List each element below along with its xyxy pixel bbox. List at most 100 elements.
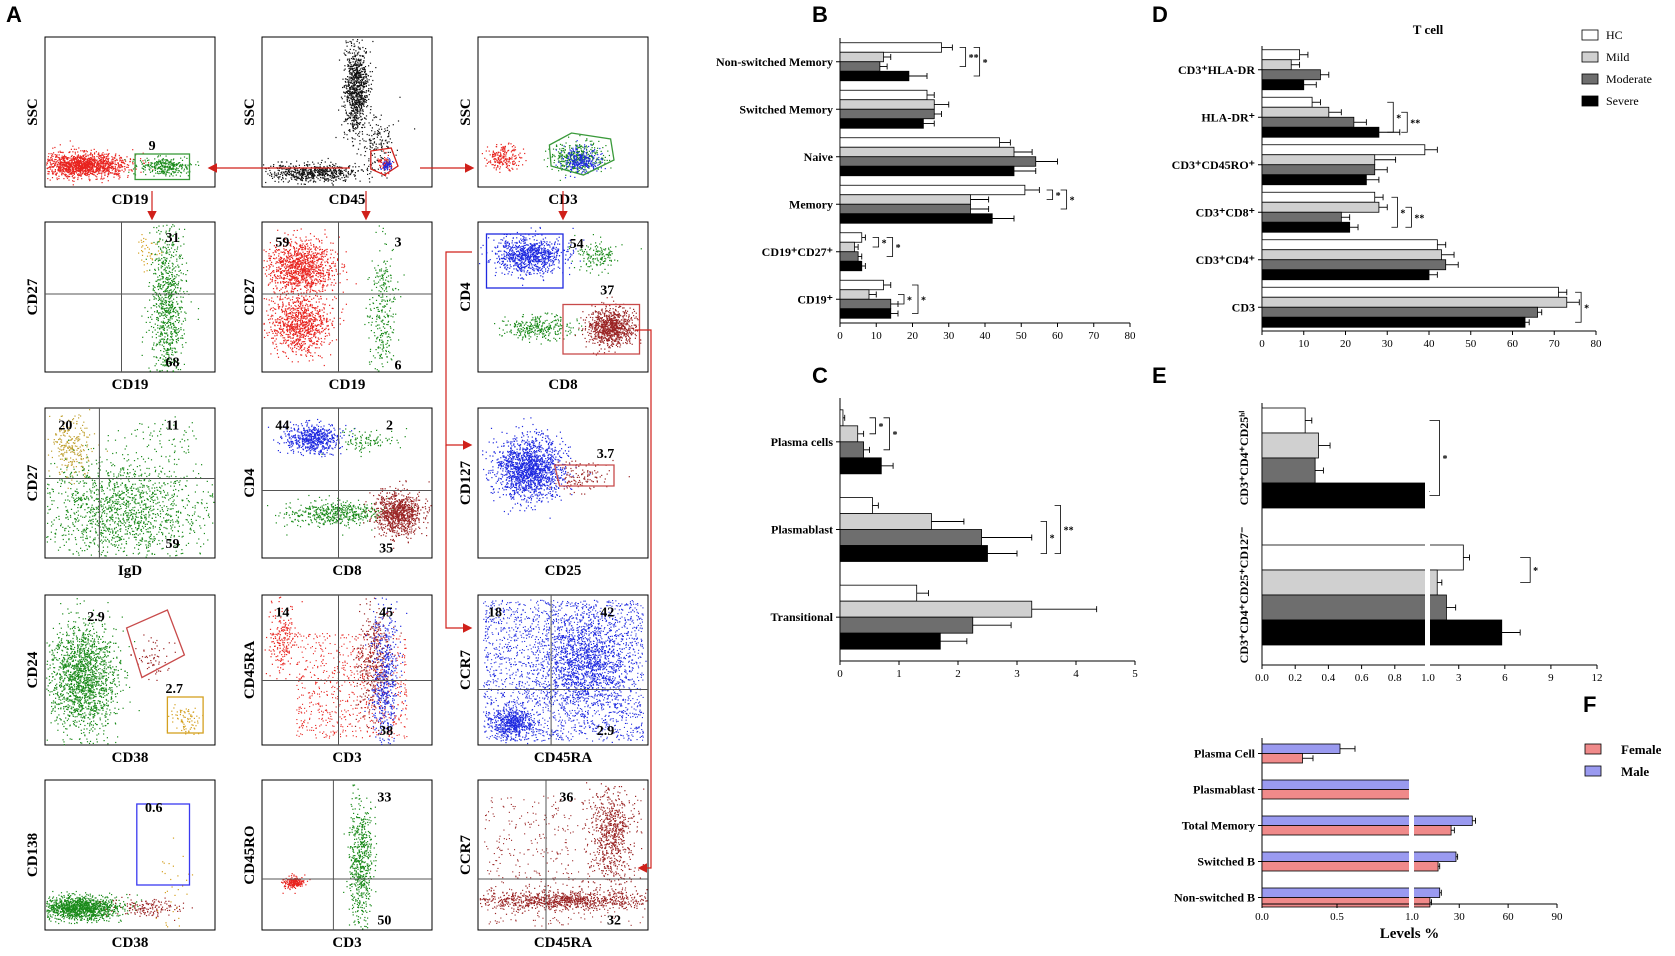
flow-plot-10: 2.9 2.7 CD38 CD24 xyxy=(25,594,216,766)
category-label: Plasmablast xyxy=(771,523,833,537)
y-axis-title: CD4 xyxy=(242,468,258,498)
x-tick-label: 1 xyxy=(896,668,902,680)
panel-label-f: F xyxy=(1583,692,1596,717)
chart-b: Non-switched Memory ** *Switched MemoryNai… xyxy=(716,38,1136,342)
x-tick-label: 10 xyxy=(871,330,883,342)
y-axis-title: CD24 xyxy=(25,651,41,688)
chart-e: CD3⁺CD4⁺CD25ʰⁱ CD3⁺CD4⁺CD25⁺CD127⁻ 0.0 0.2 0… xyxy=(1237,403,1603,684)
significance-mark: * xyxy=(1396,113,1401,124)
gate-value: 59 xyxy=(166,537,180,552)
x-tick-label: 80 xyxy=(1591,338,1603,350)
category-label: CD19⁺ xyxy=(797,292,833,306)
significance-mark: * xyxy=(1443,454,1448,465)
category-label: Plasma cells xyxy=(771,435,834,449)
x-tick-label: 90 xyxy=(1552,911,1564,923)
category-label: Total Memory xyxy=(1182,819,1255,833)
category-label: HLA-DR⁺ xyxy=(1201,110,1255,124)
category-label: Switched B xyxy=(1197,855,1255,869)
x-tick-label: 70 xyxy=(1549,338,1561,350)
gate-value: 31 xyxy=(166,231,180,246)
y-axis-title: SSC xyxy=(25,98,41,126)
x-tick-label: 40 xyxy=(1424,338,1436,350)
gate-value: 36 xyxy=(559,791,573,806)
x-axis-title: CD45RA xyxy=(534,935,592,951)
gate-value: 14 xyxy=(275,606,289,621)
flow-plot-5: 59 3 6 CD19 CD27 xyxy=(242,221,433,393)
category-label: Non-switched B xyxy=(1174,891,1255,905)
category-label: CD3⁺CD4⁺CD25ʰⁱ xyxy=(1237,411,1251,506)
significance-mark: ** xyxy=(1064,526,1074,537)
gate-value: 6 xyxy=(395,359,402,374)
y-axis-title: CD27 xyxy=(25,464,41,501)
x-tick-label: 2 xyxy=(955,668,961,680)
category-label: CD3 xyxy=(1232,300,1255,314)
category-label: Plasmablast xyxy=(1193,783,1255,797)
x-tick-label: 80 xyxy=(1125,330,1137,342)
flow-plot-7: 20 11 59 IgD CD27 xyxy=(25,407,216,579)
gate-value: 68 xyxy=(166,356,180,371)
significance-mark: * xyxy=(893,430,898,441)
category-label: CD3⁺CD8⁺ xyxy=(1196,205,1255,219)
gate-value: 0.6 xyxy=(145,801,163,816)
gate-value: 38 xyxy=(379,724,393,739)
bar-charts: Non-switched Memory ** *Switched MemoryNai… xyxy=(716,22,1662,942)
x-tick-label: 60 xyxy=(1052,330,1064,342)
x-axis-title: Levels % xyxy=(1380,926,1440,942)
x-axis-title: CD8 xyxy=(332,563,361,579)
gate-value: 37 xyxy=(600,284,614,299)
chart-f: Plasma Cell Plasmablast Total Memory Switch… xyxy=(1174,738,1662,942)
flow-plot-1: 9 CD19 SSC xyxy=(25,36,216,208)
legend-item: Moderate xyxy=(1606,72,1652,86)
x-tick-label: 0.0 xyxy=(1255,672,1269,684)
x-tick-label: 6 xyxy=(1502,672,1508,684)
y-axis-title: CCR7 xyxy=(458,835,474,875)
significance-mark: * xyxy=(1050,534,1055,545)
flow-plot-11: 14 45 38 CD3 CD45RA xyxy=(242,594,433,766)
panel-label-a: A xyxy=(6,2,22,27)
y-axis-title: CD4 xyxy=(458,282,474,312)
x-tick-label: 30 xyxy=(943,330,955,342)
category-label: Transitional xyxy=(771,610,834,624)
x-axis-title: CD3 xyxy=(332,935,361,951)
x-axis-title: CD19 xyxy=(112,377,149,393)
category-label: CD19⁺CD27⁺ xyxy=(762,245,833,259)
flow-plot-8: 44 2 35 CD8 CD4 xyxy=(242,407,433,579)
x-tick-label: 0.5 xyxy=(1330,911,1344,923)
significance-mark: ** xyxy=(1410,118,1420,129)
x-axis-title: CD38 xyxy=(112,750,149,766)
flow-plot-14: 33 50 CD3 CD45RO xyxy=(242,779,433,951)
significance-mark: * xyxy=(1070,196,1075,207)
x-tick-label: 50 xyxy=(1465,338,1477,350)
x-tick-label: 12 xyxy=(1592,672,1603,684)
flow-plot-13: 0.6 CD38 CD138 xyxy=(25,779,216,951)
x-axis-title: CD19 xyxy=(112,192,149,208)
category-label: CD3⁺CD4⁺CD25⁺CD127⁻ xyxy=(1237,527,1251,664)
category-label: Switched Memory xyxy=(739,102,833,116)
significance-mark: * xyxy=(896,243,901,254)
y-axis-title: CD45RA xyxy=(242,641,258,699)
gate-value: 33 xyxy=(377,791,391,806)
x-tick-label: 3 xyxy=(1456,672,1462,684)
panel-label-c: C xyxy=(812,363,828,388)
x-tick-label: 60 xyxy=(1503,911,1515,923)
gate-value: 59 xyxy=(275,236,289,251)
gate-value: 20 xyxy=(58,419,72,434)
x-axis-title: CD45 xyxy=(329,192,366,208)
x-axis-title: IgD xyxy=(118,563,142,579)
significance-mark: * xyxy=(1584,303,1589,314)
gate-value: 2.9 xyxy=(87,610,105,625)
x-tick-label: 1.0 xyxy=(1421,672,1435,684)
gate-value: 45 xyxy=(379,606,393,621)
significance-mark: * xyxy=(1400,208,1405,219)
y-axis-title: SSC xyxy=(458,98,474,126)
gate-value: 3.7 xyxy=(597,447,615,462)
legend-item: Male xyxy=(1621,764,1649,779)
x-tick-label: 70 xyxy=(1088,330,1100,342)
y-axis-title: SSC xyxy=(242,98,258,126)
category-label: Naive xyxy=(804,150,834,164)
significance-mark: * xyxy=(983,58,988,69)
x-tick-label: 0 xyxy=(837,330,843,342)
legend-item: HC xyxy=(1606,28,1623,42)
